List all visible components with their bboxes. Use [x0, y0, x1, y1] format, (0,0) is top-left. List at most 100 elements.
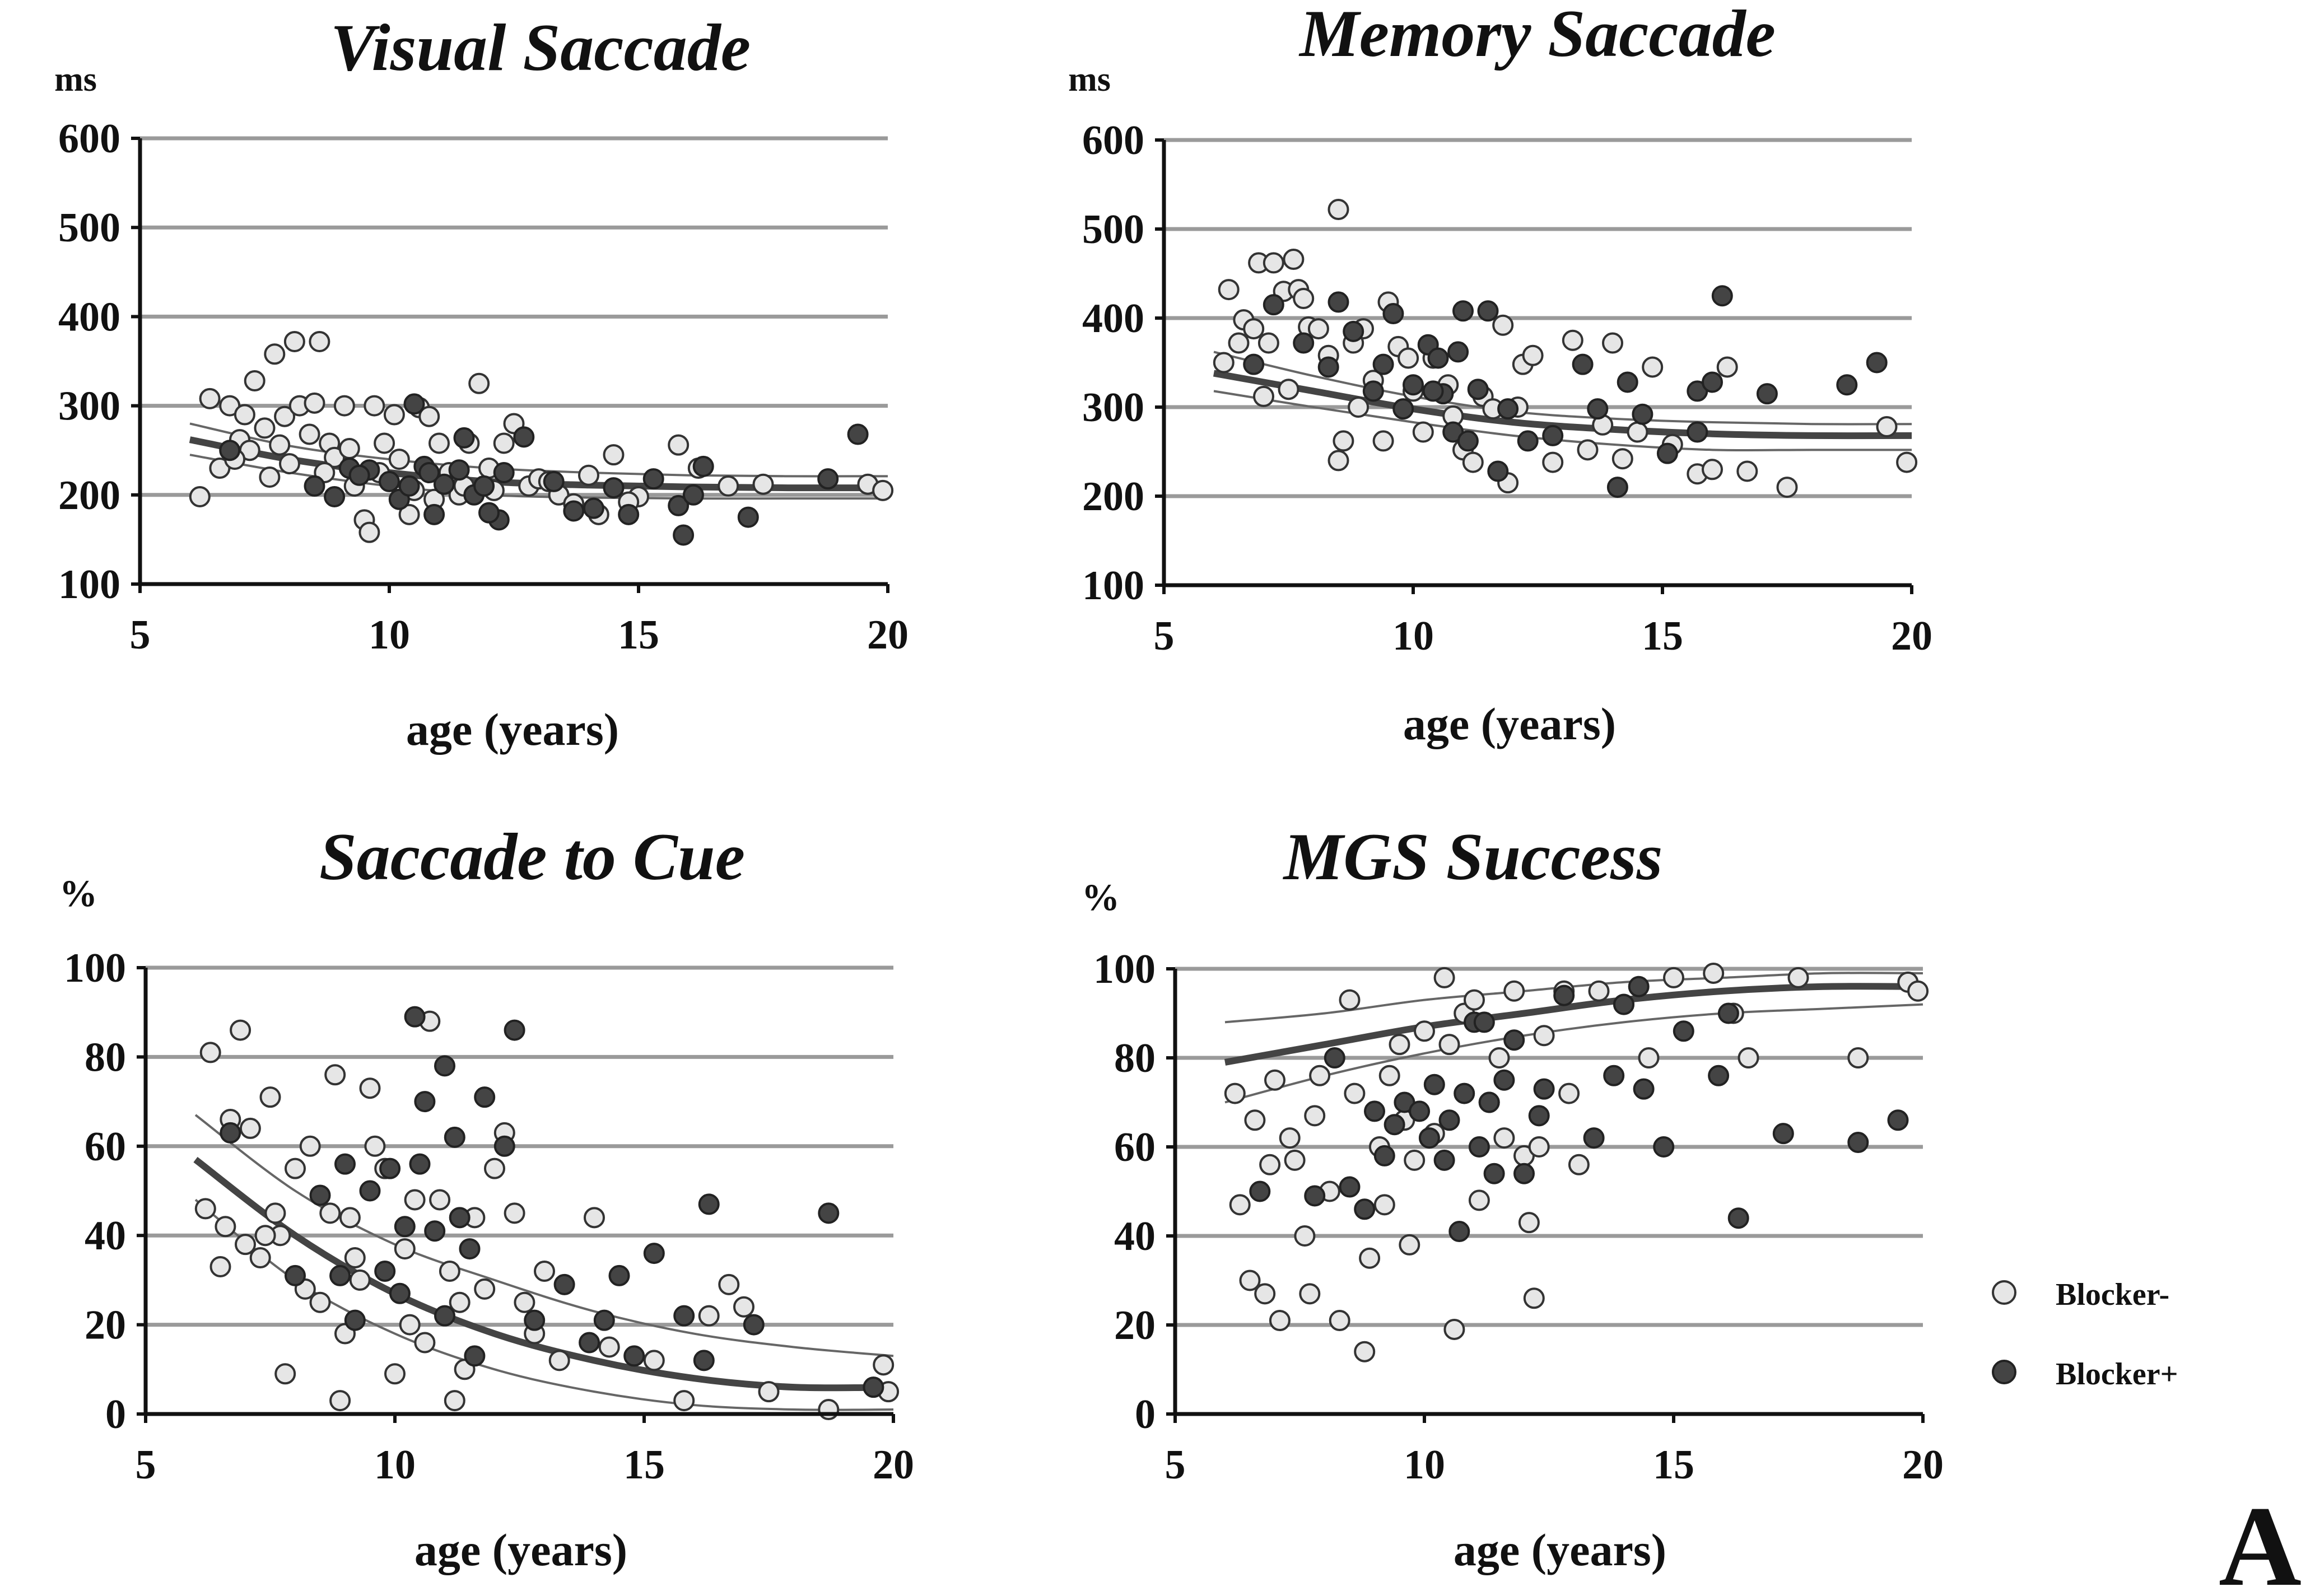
- point-blocker-minus: [1518, 1212, 1540, 1234]
- point-blocker-minus: [234, 404, 255, 426]
- x-axis-label: age (years): [1403, 698, 1616, 749]
- point-blocker-minus: [1787, 967, 1809, 988]
- point-blocker-minus: [1663, 967, 1684, 988]
- point-blocker-minus: [384, 1363, 406, 1385]
- point-blocker-minus: [1702, 459, 1723, 480]
- point-blocker-plus: [1493, 1069, 1515, 1091]
- point-blocker-minus: [1239, 1270, 1261, 1291]
- y-unit-label: ms: [54, 60, 97, 99]
- point-blocker-minus: [1354, 1341, 1376, 1362]
- point-blocker-plus: [563, 500, 585, 522]
- point-blocker-minus: [1503, 980, 1525, 1002]
- ci-upper-line: [1213, 351, 1912, 426]
- point-blocker-plus: [359, 1180, 381, 1202]
- point-blocker-minus: [1468, 1189, 1490, 1211]
- x-axis-label: age (years): [1454, 1524, 1666, 1575]
- point-blocker-plus: [434, 1055, 455, 1077]
- confidence-band: [1213, 351, 1912, 452]
- point-blocker-minus: [304, 392, 325, 414]
- point-blocker-minus: [254, 1225, 276, 1247]
- y-tick-label: 600: [58, 116, 120, 162]
- ci-lower-line: [189, 454, 888, 500]
- point-blocker-plus: [1468, 1136, 1490, 1158]
- point-blocker-minus: [1244, 1109, 1266, 1131]
- point-blocker-minus: [474, 1278, 496, 1300]
- point-blocker-minus: [504, 1202, 525, 1224]
- point-blocker-plus: [449, 1207, 471, 1229]
- point-blocker-minus: [1309, 1065, 1331, 1086]
- point-blocker-minus: [259, 1086, 281, 1108]
- point-blocker-plus: [220, 1122, 241, 1144]
- point-blocker-minus: [239, 1117, 261, 1139]
- point-blocker-plus: [344, 1309, 366, 1331]
- y-unit-label: %: [1082, 876, 1120, 918]
- point-blocker-minus: [1348, 396, 1370, 418]
- point-blocker-plus: [414, 1091, 436, 1113]
- point-blocker-plus: [1433, 1149, 1455, 1171]
- point-blocker-minus: [254, 417, 276, 439]
- legend-marker-blocker-minus: [1992, 1280, 2016, 1305]
- point-blocker-minus: [1399, 1234, 1420, 1256]
- point-blocker-minus: [1224, 1082, 1246, 1104]
- point-blocker-plus: [1553, 984, 1575, 1006]
- point-blocker-plus: [1438, 1109, 1460, 1131]
- point-blocker-minus: [1462, 451, 1484, 473]
- y-tick-label: 100: [58, 562, 120, 608]
- point-blocker-plus: [1483, 1163, 1505, 1184]
- point-blocker-plus: [618, 503, 640, 525]
- gridlines: [140, 136, 888, 497]
- point-blocker-minus: [364, 1135, 386, 1157]
- point-blocker-plus: [1628, 976, 1650, 997]
- point-blocker-plus: [1887, 1109, 1909, 1131]
- point-blocker-minus: [818, 1399, 840, 1421]
- point-blocker-plus: [1249, 1180, 1271, 1202]
- x-tick-label: 10: [374, 1442, 416, 1488]
- point-blocker-plus: [389, 1282, 411, 1304]
- points-blocker-plus: [1243, 285, 1888, 498]
- point-blocker-minus: [1533, 1025, 1555, 1047]
- point-blocker-minus: [1558, 1082, 1580, 1104]
- point-blocker-plus: [1617, 371, 1638, 393]
- point-blocker-plus: [309, 1184, 331, 1206]
- gridlines: [146, 965, 893, 1327]
- point-blocker-plus: [1503, 1029, 1525, 1051]
- point-blocker-minus: [299, 1135, 321, 1157]
- point-blocker-plus: [698, 1193, 720, 1215]
- x-tick-label: 5: [136, 1442, 156, 1488]
- point-blocker-minus: [414, 1332, 436, 1354]
- point-blocker-plus: [1673, 1020, 1694, 1042]
- point-blocker-minus: [1279, 1127, 1301, 1149]
- point-blocker-plus: [423, 503, 445, 525]
- x-tick-label: 10: [1392, 613, 1434, 659]
- point-blocker-minus: [1254, 1283, 1276, 1305]
- x-tick-label: 10: [369, 612, 410, 658]
- point-blocker-minus: [259, 466, 281, 488]
- point-blocker-plus: [1633, 1078, 1655, 1100]
- point-blocker-minus: [1488, 1047, 1510, 1068]
- point-blocker-plus: [1364, 1100, 1385, 1122]
- point-blocker-minus: [428, 432, 450, 454]
- point-blocker-minus: [349, 1269, 371, 1291]
- point-blocker-plus: [1392, 398, 1414, 420]
- point-blocker-plus: [478, 502, 500, 524]
- x-tick-label: 20: [873, 1442, 914, 1488]
- y-tick-label: 0: [105, 1392, 126, 1438]
- point-blocker-minus: [209, 1256, 231, 1277]
- x-tick-label: 15: [618, 612, 659, 658]
- point-blocker-plus: [285, 1264, 306, 1286]
- y-tick-label: 60: [1114, 1124, 1156, 1170]
- point-blocker-plus: [1542, 424, 1564, 446]
- point-blocker-minus: [285, 1158, 306, 1179]
- x-tick-label: 20: [1902, 1442, 1944, 1488]
- point-blocker-minus: [1257, 332, 1279, 354]
- point-blocker-plus: [1497, 398, 1519, 420]
- point-blocker-plus: [643, 1243, 665, 1264]
- point-blocker-minus: [1218, 279, 1240, 301]
- point-blocker-minus: [1359, 1247, 1381, 1269]
- y-tick-label: 300: [58, 384, 120, 430]
- point-blocker-minus: [189, 486, 211, 507]
- point-blocker-minus: [1329, 1310, 1350, 1332]
- point-blocker-plus: [403, 393, 425, 415]
- point-blocker-plus: [1717, 1002, 1739, 1024]
- point-blocker-plus: [448, 459, 470, 481]
